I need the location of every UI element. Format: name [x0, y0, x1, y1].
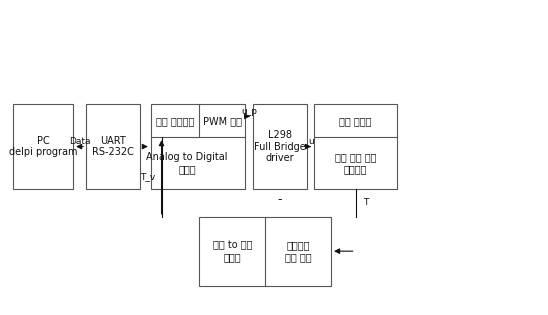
Text: 써미스터
온도 센서: 써미스터 온도 센서: [285, 240, 312, 262]
Text: u_p: u_p: [241, 107, 258, 116]
FancyBboxPatch shape: [151, 104, 245, 189]
FancyBboxPatch shape: [314, 104, 397, 189]
Text: PC
delpi program: PC delpi program: [9, 136, 77, 158]
FancyBboxPatch shape: [199, 217, 331, 285]
Text: L298
Full Bridge
driver: L298 Full Bridge driver: [254, 130, 306, 163]
Text: 제어 프로그램: 제어 프로그램: [156, 116, 194, 126]
Text: Data: Data: [69, 137, 90, 146]
FancyBboxPatch shape: [13, 104, 73, 189]
FancyBboxPatch shape: [86, 104, 140, 189]
Text: T_v: T_v: [140, 173, 156, 181]
Text: u: u: [308, 137, 313, 146]
Text: UART
RS-232C: UART RS-232C: [92, 136, 134, 158]
FancyBboxPatch shape: [253, 104, 307, 189]
Text: 방열 시스템: 방열 시스템: [339, 116, 372, 126]
Text: 온도 제어 대상
열전소자: 온도 제어 대상 열전소자: [335, 152, 376, 174]
Text: PWM 출력: PWM 출력: [203, 116, 242, 126]
Text: 온도 to 전압
변환부: 온도 to 전압 변환부: [213, 240, 252, 262]
Text: Analog to Digital
변환기: Analog to Digital 변환기: [146, 152, 228, 174]
Text: T: T: [363, 198, 368, 207]
Text: -: -: [278, 193, 282, 206]
